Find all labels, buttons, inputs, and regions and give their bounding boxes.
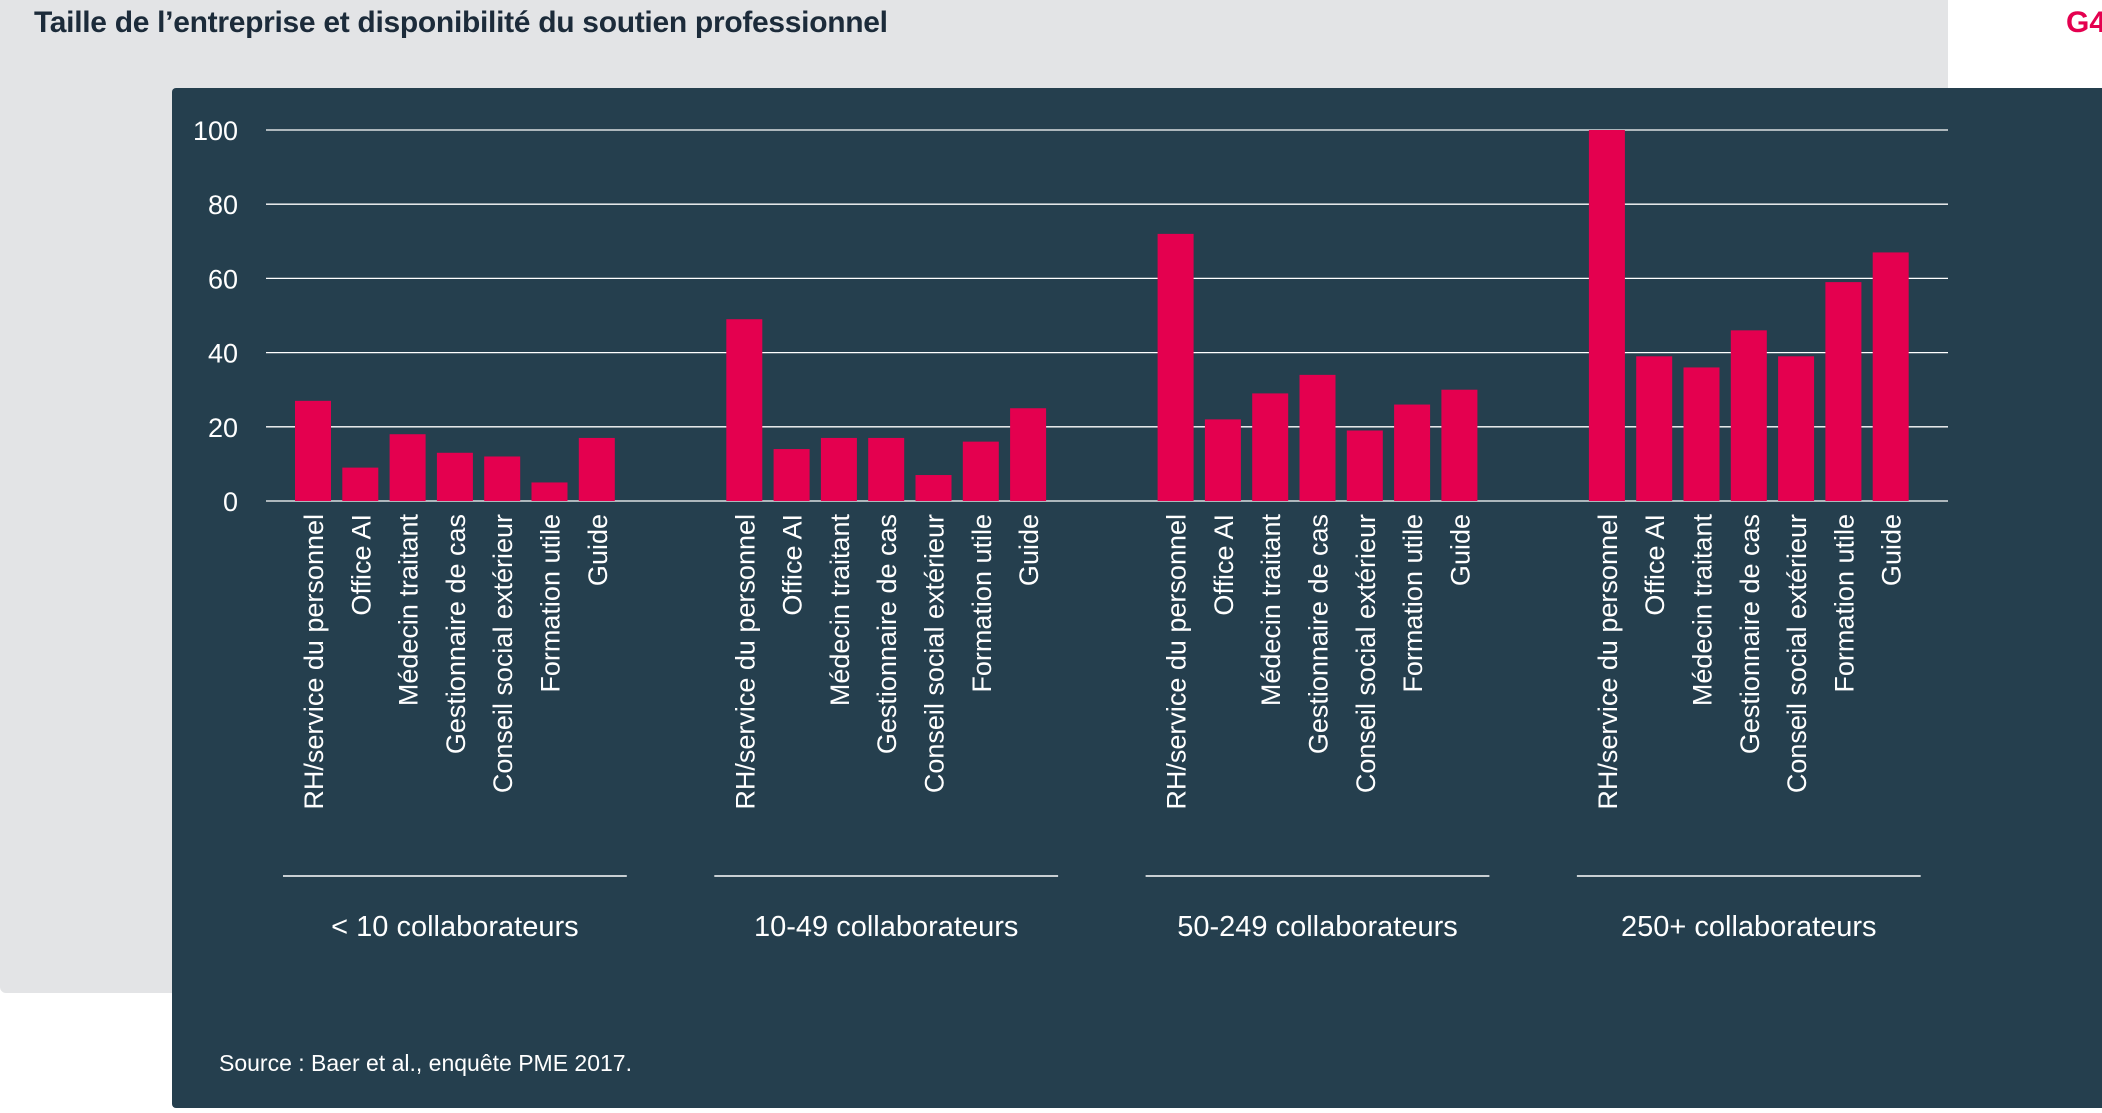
bar [1299, 374, 1336, 501]
category-label: RH/service du personnel [730, 514, 760, 810]
category-label: Conseil social extérieur [920, 514, 950, 793]
bar [342, 467, 379, 501]
bar [915, 475, 952, 501]
group-label: 250+ collaborateurs [1621, 911, 1877, 943]
category-label: Office AI [346, 514, 376, 616]
category-label: Gestionnaire de cas [1304, 514, 1334, 754]
category-label: Médecin traitant [1256, 514, 1286, 707]
group-label: 50-249 collaborateurs [1177, 911, 1458, 943]
category-label: Médecin traitant [1688, 514, 1718, 707]
category-label: Conseil social extérieur [488, 514, 518, 793]
category-label: RH/service du personnel [1593, 514, 1623, 810]
group-label: 10-49 collaborateurs [754, 911, 1018, 943]
category-label: Guide [583, 514, 613, 586]
category-label: Formation utile [967, 514, 997, 693]
y-tick-label: 0 [223, 487, 238, 517]
bar [962, 441, 999, 501]
category-label: Gestionnaire de cas [872, 514, 902, 754]
bar [436, 452, 473, 501]
bar [1204, 419, 1241, 501]
bar [1252, 393, 1289, 501]
figure-tag: G4 [2066, 6, 2102, 39]
category-label: Formation utile [1398, 514, 1428, 693]
bar [389, 434, 426, 501]
category-label: Formation utile [1829, 514, 1859, 693]
bar [1778, 356, 1815, 501]
bar [726, 319, 763, 501]
y-tick-label: 20 [208, 413, 238, 443]
y-tick-label: 60 [208, 264, 238, 294]
bar [1441, 389, 1478, 501]
bar [295, 400, 331, 501]
category-label: Conseil social extérieur [1351, 514, 1381, 793]
bar [1872, 252, 1909, 501]
group-label: < 10 collaborateurs [331, 911, 578, 943]
bar [484, 456, 521, 501]
bar [1825, 282, 1862, 501]
category-label: Médecin traitant [825, 514, 855, 707]
category-label: RH/service du personnel [1162, 514, 1192, 810]
category-label: Gestionnaire de cas [441, 514, 471, 754]
chart-panel [172, 88, 2102, 1108]
chart-title: Taille de l’entreprise et disponibilité … [34, 6, 888, 39]
category-label: RH/service du personnel [299, 514, 329, 810]
bar [578, 437, 615, 501]
category-label: Office AI [1209, 514, 1239, 616]
y-tick-label: 80 [208, 190, 238, 220]
bar [1346, 430, 1383, 501]
category-label: Gestionnaire de cas [1735, 514, 1765, 754]
bar [1588, 130, 1625, 501]
category-label: Office AI [778, 514, 808, 616]
bar [1010, 408, 1047, 501]
y-tick-label: 40 [208, 339, 238, 369]
category-label: Guide [1877, 514, 1907, 586]
bar [1394, 404, 1431, 501]
bar [1157, 233, 1194, 501]
y-tick-label: 100 [193, 116, 238, 146]
category-label: Office AI [1640, 514, 1670, 616]
bar [773, 449, 810, 501]
category-label: Guide [1445, 514, 1475, 586]
category-label: Médecin traitant [394, 514, 424, 707]
bar [868, 437, 905, 501]
category-label: Conseil social extérieur [1782, 514, 1812, 793]
bar [820, 437, 857, 501]
category-label: Guide [1014, 514, 1044, 586]
bar [1636, 356, 1673, 501]
source-note: Source : Baer et al., enquête PME 2017. [219, 1050, 632, 1076]
category-label: Formation utile [536, 514, 566, 693]
bar [1683, 367, 1720, 501]
bar [531, 482, 568, 501]
bar [1730, 330, 1767, 501]
